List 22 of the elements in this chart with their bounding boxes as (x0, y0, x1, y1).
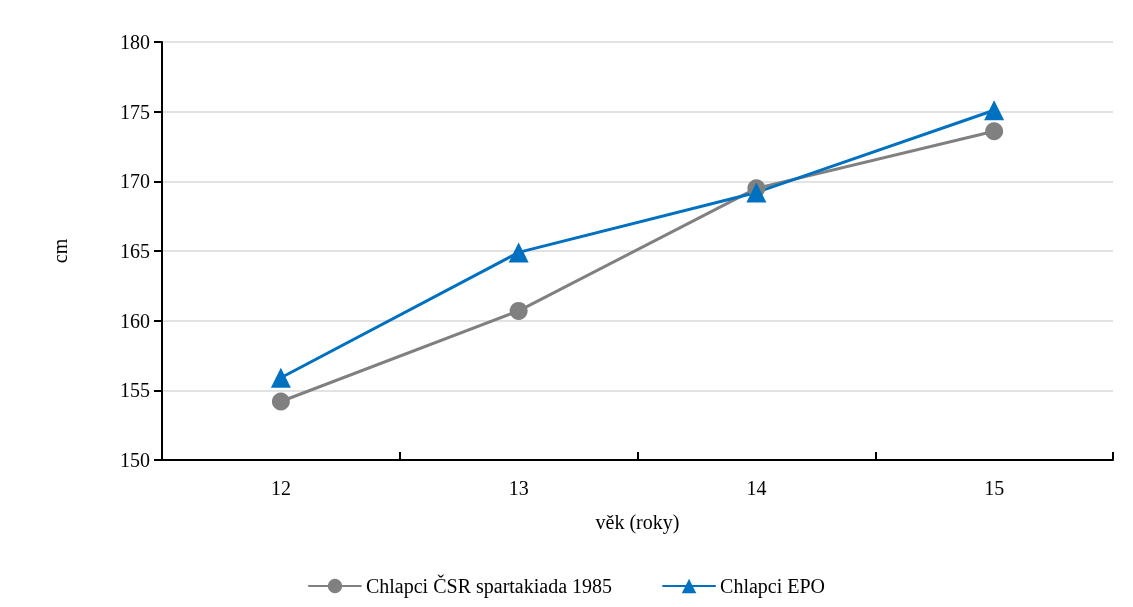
y-tick-label: 150 (120, 449, 150, 471)
y-axis-title: cm (49, 238, 71, 264)
x-tick-label: 15 (984, 477, 1005, 499)
x-tick-label: 12 (270, 477, 291, 499)
x-tick-label: 13 (508, 477, 529, 499)
y-tick-label: 175 (120, 100, 150, 123)
point (508, 242, 529, 263)
y-tick-label: 165 (120, 240, 150, 262)
y-tick-label: 180 (120, 31, 150, 53)
y-tick-label: 160 (120, 309, 150, 332)
point (984, 100, 1005, 121)
point (509, 301, 528, 320)
legend-label: Chlapci ČSR spartakiada 1985 (365, 574, 613, 598)
point (985, 122, 1004, 141)
point (270, 367, 291, 388)
y-tick-label: 170 (120, 170, 150, 193)
legend-label: Chlapci EPO (720, 575, 826, 598)
point (271, 392, 290, 411)
x-tick-label: 14 (746, 477, 767, 499)
y-tick-label: 155 (120, 379, 150, 402)
point (746, 182, 767, 203)
x-axis-title: věk (roky) (595, 511, 680, 534)
